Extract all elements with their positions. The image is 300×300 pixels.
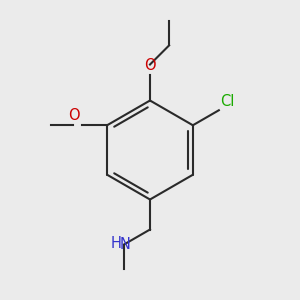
- Text: Cl: Cl: [220, 94, 235, 109]
- Text: H: H: [110, 236, 121, 250]
- Text: O: O: [144, 58, 156, 73]
- Text: O: O: [68, 108, 80, 123]
- Text: N: N: [120, 237, 131, 252]
